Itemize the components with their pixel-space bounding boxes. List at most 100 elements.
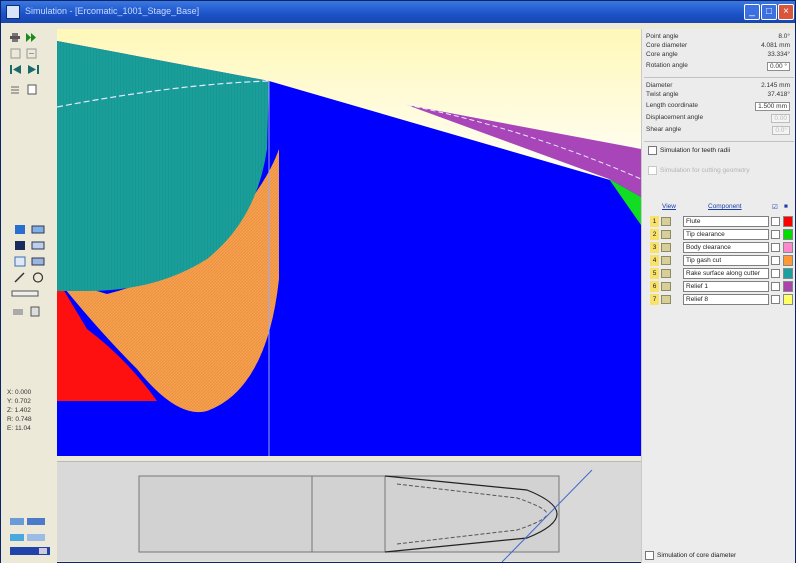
close-icon: × [783,6,789,17]
maximize-icon: □ [766,6,772,17]
component-number: 5 [650,268,659,279]
component-number: 4 [650,255,659,266]
component-color-swatch[interactable] [783,255,793,266]
sim-teeth-checkbox[interactable] [648,146,657,155]
tool-profile-render [57,462,641,562]
sim-cutting-label: Simulation for cutting geometry [660,167,750,174]
sim-teeth-label: Simulation for teeth radii [660,147,730,154]
line-tool-icon [13,271,27,284]
prop-displacement-angle: Displacement angle 0.00 [646,114,792,124]
component-checkbox[interactable] [771,256,780,265]
reset-view-button[interactable] [25,83,39,96]
visibility-icon[interactable] [661,256,671,265]
component-name-field[interactable]: Body clearance [683,242,769,253]
close-button[interactable]: × [778,4,794,20]
print-button[interactable] [11,305,25,318]
ruler-icon [11,287,41,300]
outline-icon [13,255,27,268]
component-number: 1 [650,216,659,227]
zoom-in-icon [25,47,39,60]
header-color-icon: ■ [784,203,788,213]
step-forward-button[interactable] [27,63,41,76]
list-view-button[interactable] [9,83,23,96]
prop-core-angle: Core angle 33.334° [646,51,792,61]
minimize-icon: _ [749,6,755,17]
tool-geometry-render [57,29,641,456]
component-checkbox[interactable] [771,217,780,226]
step-back-icon [9,63,23,76]
fast-forward-icon [25,31,39,44]
section-view-button[interactable] [31,239,45,252]
animation-button[interactable] [9,531,47,544]
layer-view-button[interactable] [31,255,45,268]
minimize-button[interactable]: _ [744,4,760,20]
component-color-swatch[interactable] [783,294,793,305]
profile-view[interactable] [57,461,641,561]
sim-cutting-checkbox[interactable] [648,166,657,175]
visibility-icon[interactable] [661,269,671,278]
component-name-field[interactable]: Tip gash cut [683,255,769,266]
zoom-in-button[interactable] [25,47,39,60]
slider-icon [9,545,51,557]
circle-tool-icon [31,271,45,284]
export-button[interactable] [29,305,43,318]
component-name-field[interactable]: Flute [683,216,769,227]
tool-view-button[interactable] [31,223,45,236]
component-color-swatch[interactable] [783,216,793,227]
outline-view-button[interactable] [13,255,27,268]
header-view[interactable]: View [662,203,676,213]
step-back-button[interactable] [9,63,23,76]
component-checkbox[interactable] [771,243,780,252]
draw-line-button[interactable] [13,271,27,284]
displacement-angle-input[interactable]: 0.00 [771,114,790,123]
component-color-swatch[interactable] [783,268,793,279]
title-bar[interactable]: Simulation - [Ercomatic_1001_Stage_Base]… [1,1,795,23]
maximize-button[interactable]: □ [761,4,777,20]
component-name-field[interactable]: Rake surface along cutter [683,268,769,279]
measure-button[interactable] [11,287,41,300]
header-component[interactable]: Component [708,203,742,213]
component-row[interactable]: 2 Tip clearance [650,228,794,241]
sim-core-label: Simulation of core diameter [657,552,736,559]
draw-circle-button[interactable] [31,271,45,284]
zoom-out-button[interactable] [9,47,23,60]
layers-icon [31,255,45,268]
component-checkbox[interactable] [771,295,780,304]
section-icon [31,239,45,252]
component-row[interactable]: 6 Relief 1 [650,280,794,293]
component-color-swatch[interactable] [783,242,793,253]
shaded-view-button[interactable] [13,223,27,236]
shear-angle-input[interactable]: 0.0° [772,126,790,135]
component-name-field[interactable]: Relief 8 [683,294,769,305]
component-row[interactable]: 3 Body clearance [650,241,794,254]
window-app-icon[interactable] [6,5,20,19]
speed-slider[interactable] [9,545,51,557]
component-color-swatch[interactable] [783,229,793,240]
component-row[interactable]: 7 Relief 8 [650,293,794,306]
header-check-icon: ☑ [772,203,778,213]
sim-core-checkbox[interactable] [645,551,654,560]
component-checkbox[interactable] [771,269,780,278]
component-color-swatch[interactable] [783,281,793,292]
visibility-icon[interactable] [661,217,671,226]
play-button[interactable] [25,31,39,44]
component-name-field[interactable]: Tip clearance [683,229,769,240]
rotation-angle-input[interactable]: 0.00 ° [767,62,790,71]
visibility-icon[interactable] [661,230,671,239]
coord-y: Y: 0.702 [7,398,31,405]
animation-icon [9,531,47,544]
component-row[interactable]: 4 Tip gash cut [650,254,794,267]
component-row[interactable]: 5 Rake surface along cutter [650,267,794,280]
simulation-viewport[interactable] [57,29,641,456]
component-checkbox[interactable] [771,230,780,239]
visibility-icon[interactable] [661,282,671,291]
component-checkbox[interactable] [771,282,780,291]
visibility-icon[interactable] [661,243,671,252]
length-coordinate-input[interactable]: 1.500 mm [755,102,790,111]
component-name-field[interactable]: Relief 1 [683,281,769,292]
view-mode-button[interactable] [9,515,47,528]
visibility-icon[interactable] [661,295,671,304]
wire-view-button[interactable] [13,239,27,252]
settings-button[interactable] [9,31,23,44]
component-row[interactable]: 1 Flute [650,215,794,228]
